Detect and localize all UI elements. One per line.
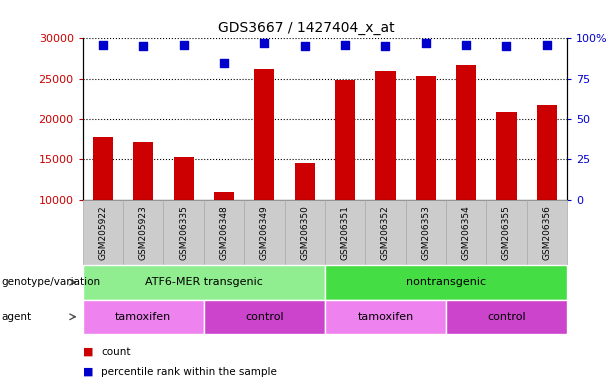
Point xyxy=(501,43,511,50)
Point xyxy=(461,42,471,48)
Point xyxy=(421,40,431,46)
Text: GSM206354: GSM206354 xyxy=(462,205,471,260)
Text: percentile rank within the sample: percentile rank within the sample xyxy=(101,366,277,377)
Point xyxy=(300,43,310,50)
Text: GSM206335: GSM206335 xyxy=(179,205,188,260)
Bar xyxy=(375,71,395,200)
Bar xyxy=(416,76,436,200)
Text: GSM206352: GSM206352 xyxy=(381,205,390,260)
Bar xyxy=(214,192,234,200)
Point xyxy=(542,42,552,48)
Text: GSM206350: GSM206350 xyxy=(300,205,309,260)
Text: GSM206355: GSM206355 xyxy=(502,205,511,260)
Point xyxy=(219,60,229,66)
Text: GSM206356: GSM206356 xyxy=(543,205,551,260)
Point xyxy=(98,42,108,48)
Point xyxy=(139,43,148,50)
Point xyxy=(340,42,350,48)
Text: GSM205923: GSM205923 xyxy=(139,205,148,260)
Text: ■: ■ xyxy=(83,366,93,377)
Point xyxy=(381,43,390,50)
Text: agent: agent xyxy=(1,312,31,322)
Text: ■: ■ xyxy=(83,346,93,357)
Text: control: control xyxy=(245,312,284,322)
Text: GSM206348: GSM206348 xyxy=(219,205,229,260)
Text: nontransgenic: nontransgenic xyxy=(406,277,486,287)
Point xyxy=(179,42,189,48)
Bar xyxy=(456,65,476,200)
Text: control: control xyxy=(487,312,526,322)
Bar xyxy=(497,112,517,200)
Text: ATF6-MER transgenic: ATF6-MER transgenic xyxy=(145,277,263,287)
Text: genotype/variation: genotype/variation xyxy=(1,277,101,287)
Text: GSM206353: GSM206353 xyxy=(421,205,430,260)
Text: GDS3667 / 1427404_x_at: GDS3667 / 1427404_x_at xyxy=(218,21,395,35)
Bar xyxy=(173,157,194,200)
Text: GSM206349: GSM206349 xyxy=(260,205,269,260)
Bar xyxy=(133,142,153,200)
Text: tamoxifen: tamoxifen xyxy=(357,312,414,322)
Text: GSM206351: GSM206351 xyxy=(341,205,349,260)
Bar xyxy=(93,137,113,200)
Bar xyxy=(537,104,557,200)
Bar xyxy=(254,69,275,200)
Text: tamoxifen: tamoxifen xyxy=(115,312,172,322)
Point xyxy=(259,40,269,46)
Bar xyxy=(335,79,355,200)
Bar xyxy=(295,164,315,200)
Text: count: count xyxy=(101,346,131,357)
Text: GSM205922: GSM205922 xyxy=(99,205,107,260)
